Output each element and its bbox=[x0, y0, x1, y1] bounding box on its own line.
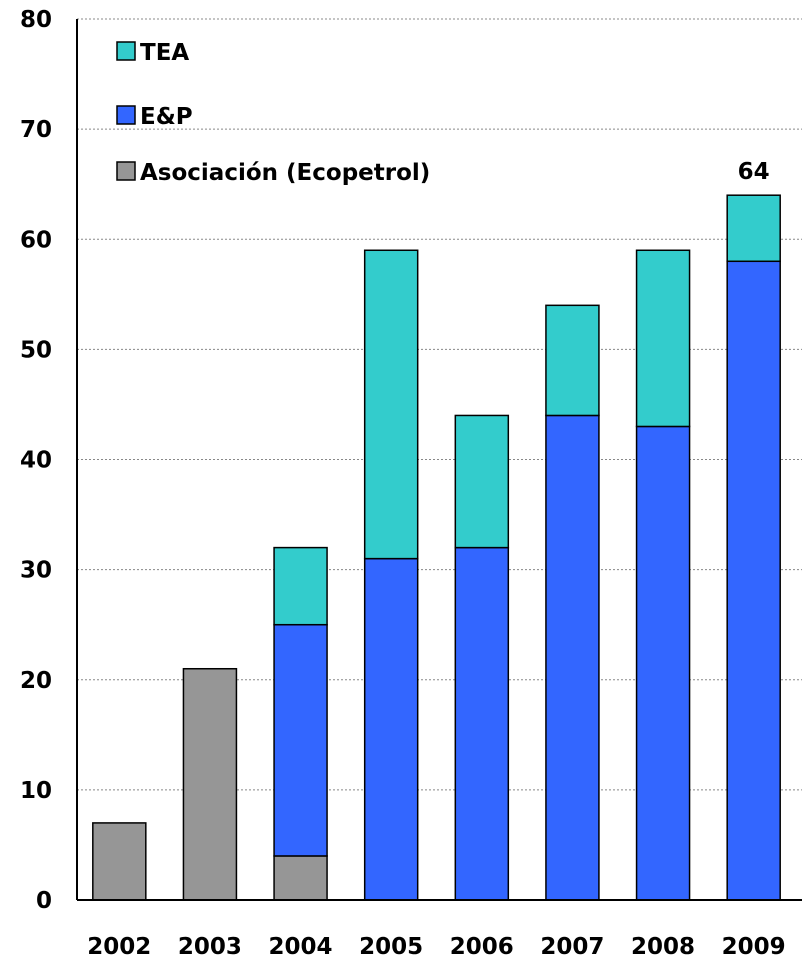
x-tick-label: 2006 bbox=[450, 934, 514, 960]
x-tick-label: 2007 bbox=[540, 934, 604, 960]
y-tick-labels: 0 10 20 30 40 50 60 70 80 bbox=[20, 7, 52, 914]
bar-2008-e-p bbox=[635, 425, 691, 901]
bar-2005-tea bbox=[363, 249, 419, 560]
y-tick-label: 40 bbox=[20, 448, 52, 474]
x-tick-label: 2004 bbox=[269, 934, 333, 960]
legend-swatch bbox=[116, 41, 136, 61]
bar-2002-asociaci-n-ecopetrol- bbox=[92, 822, 147, 901]
y-tick-label: 70 bbox=[20, 117, 52, 143]
legend-label: E&P bbox=[140, 104, 193, 130]
legend: TEA E&P Asociación (Ecopetrol) bbox=[116, 40, 430, 186]
bar-2007-tea bbox=[545, 304, 600, 417]
legend-label: Asociación (Ecopetrol) bbox=[140, 160, 430, 186]
y-tick-label: 20 bbox=[20, 668, 52, 694]
bar-2006-e-p bbox=[454, 546, 510, 901]
axes bbox=[76, 19, 802, 901]
y-tick-label: 10 bbox=[20, 778, 52, 804]
y-tick-label: 0 bbox=[36, 888, 52, 914]
bar-2004-tea bbox=[273, 546, 328, 626]
x-tick-labels: 2002 2003 2004 2005 2006 2007 2008 2009 bbox=[87, 934, 785, 960]
legend-swatch bbox=[116, 161, 136, 181]
bar-2008-tea bbox=[635, 249, 691, 428]
y-tick-label: 80 bbox=[20, 7, 52, 33]
legend-label: TEA bbox=[140, 40, 189, 66]
bar-2005-e-p bbox=[363, 557, 419, 901]
annotations: 64 bbox=[738, 159, 770, 185]
x-tick-label: 2003 bbox=[178, 934, 242, 960]
x-tick-label: 2008 bbox=[631, 934, 695, 960]
x-tick-label: 2002 bbox=[87, 934, 151, 960]
y-tick-label: 30 bbox=[20, 558, 52, 584]
x-tick-label: 2009 bbox=[722, 934, 786, 960]
bar-2006-tea bbox=[454, 414, 510, 549]
bar-2004-e-p bbox=[273, 623, 328, 857]
y-tick-label: 50 bbox=[20, 337, 52, 363]
bar-2007-e-p bbox=[545, 414, 600, 901]
legend-swatch bbox=[116, 105, 136, 125]
bar-2009-tea bbox=[726, 194, 781, 263]
bars bbox=[92, 194, 781, 901]
bar-2004-asociaci-n-ecopetrol- bbox=[273, 855, 328, 901]
bar-2003-asociaci-n-ecopetrol- bbox=[182, 667, 238, 901]
x-tick-label: 2005 bbox=[359, 934, 423, 960]
bar-2009-e-p bbox=[726, 260, 781, 901]
total-data-label: 64 bbox=[738, 159, 770, 185]
y-tick-label: 60 bbox=[20, 227, 52, 253]
